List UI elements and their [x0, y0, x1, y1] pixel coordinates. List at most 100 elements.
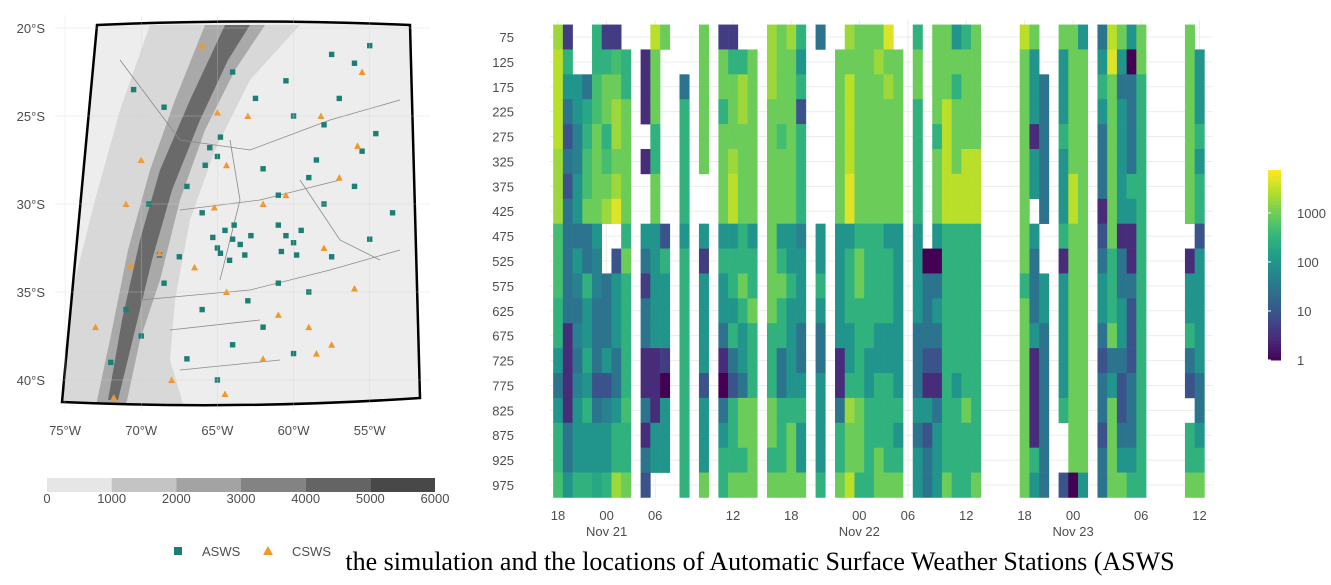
elevation-bin: [176, 478, 241, 492]
heat-cell: [786, 273, 796, 298]
heat-cell: [835, 348, 845, 373]
colorbar-step: [1268, 230, 1281, 234]
heat-cell: [1029, 423, 1039, 448]
heat-cell: [845, 249, 855, 274]
heat-cell: [718, 49, 728, 74]
heat-cell: [699, 273, 709, 298]
heat-cell: [1107, 124, 1117, 149]
heat-cell: [582, 273, 592, 298]
heat-cell: [845, 423, 855, 448]
heat-cell: [1059, 249, 1069, 274]
heat-cell: [650, 174, 660, 199]
heat-cell: [611, 448, 621, 473]
heat-cell: [728, 174, 738, 199]
heat-cell: [738, 249, 748, 274]
heat-cell: [1107, 398, 1117, 423]
heat-cell: [1136, 249, 1146, 274]
heat-cell: [680, 174, 690, 199]
heat-cell: [553, 398, 563, 423]
heat-cell: [582, 373, 592, 398]
heat-cell: [913, 249, 923, 274]
heat-cell: [1020, 199, 1030, 224]
heat-cell: [864, 74, 874, 99]
station-asws: [298, 228, 303, 233]
heat-cell: [641, 373, 651, 398]
heat-cell: [1107, 273, 1117, 298]
heat-cell: [1029, 224, 1039, 249]
heat-cell: [718, 99, 728, 124]
heat-cell: [1059, 99, 1069, 124]
heat-cell: [767, 473, 777, 498]
heat-cell: [728, 74, 738, 99]
heat-cell: [1185, 199, 1195, 224]
heat-cell: [573, 373, 583, 398]
heat-cell: [767, 273, 777, 298]
colorbar-step: [1268, 189, 1281, 193]
heat-cell: [971, 174, 981, 199]
heat-cell: [942, 74, 952, 99]
heat-cell: [621, 249, 631, 274]
y-tick-label: 575: [492, 279, 514, 294]
heat-cell: [1127, 398, 1137, 423]
legend-key: [174, 547, 182, 555]
heat-cell: [1029, 174, 1039, 199]
heat-cell: [1029, 473, 1039, 498]
heat-cell: [738, 373, 748, 398]
heat-cell: [748, 249, 758, 274]
heat-cell: [1127, 224, 1137, 249]
heat-cell: [553, 423, 563, 448]
heat-cell: [1117, 473, 1127, 498]
colorbar-step: [1268, 170, 1281, 174]
heat-cell: [641, 49, 651, 74]
heat-cell: [796, 398, 806, 423]
heat-cell: [641, 323, 651, 348]
heat-cell: [1097, 249, 1107, 274]
heat-cell: [913, 224, 923, 249]
colorbar-step: [1268, 183, 1281, 187]
x-tick-label: 18: [1017, 508, 1031, 523]
heat-cell: [971, 373, 981, 398]
heat-cell: [864, 298, 874, 323]
heat-cell: [845, 448, 855, 473]
heat-cell: [874, 423, 884, 448]
heat-cell: [680, 323, 690, 348]
heat-cell: [602, 25, 612, 50]
heat-cell: [1117, 448, 1127, 473]
heat-cell: [884, 273, 894, 298]
date-label: Nov 22: [839, 524, 880, 539]
heat-cell: [1136, 124, 1146, 149]
heat-cell: [660, 423, 670, 448]
colorbar-step: [1268, 297, 1281, 301]
heat-cell: [864, 149, 874, 174]
heat-cell: [563, 99, 573, 124]
heat-cell: [592, 25, 602, 50]
heat-cell: [971, 74, 981, 99]
heat-cell: [854, 273, 864, 298]
heat-cell: [874, 298, 884, 323]
heat-cell: [796, 25, 806, 50]
heat-cell: [923, 273, 933, 298]
heat-cell: [884, 199, 894, 224]
elevation-tick-label: 0: [43, 491, 50, 506]
heat-cell: [786, 298, 796, 323]
heat-cell: [816, 348, 826, 373]
heat-cell: [777, 25, 787, 50]
heat-cell: [563, 348, 573, 373]
heat-cell: [728, 348, 738, 373]
heat-cell: [777, 199, 787, 224]
heat-cell: [1127, 149, 1137, 174]
heat-cell: [971, 398, 981, 423]
heat-cell: [1068, 273, 1078, 298]
date-label: Nov 21: [586, 524, 627, 539]
heat-cell: [913, 174, 923, 199]
heat-cell: [1097, 199, 1107, 224]
heat-cell: [1078, 273, 1088, 298]
heat-cell: [748, 448, 758, 473]
heat-cell: [699, 323, 709, 348]
heat-cell: [874, 273, 884, 298]
heat-cell: [1117, 124, 1127, 149]
heat-cell: [699, 348, 709, 373]
heat-cell: [1127, 473, 1137, 498]
heat-cell: [884, 373, 894, 398]
heat-cell: [748, 398, 758, 423]
